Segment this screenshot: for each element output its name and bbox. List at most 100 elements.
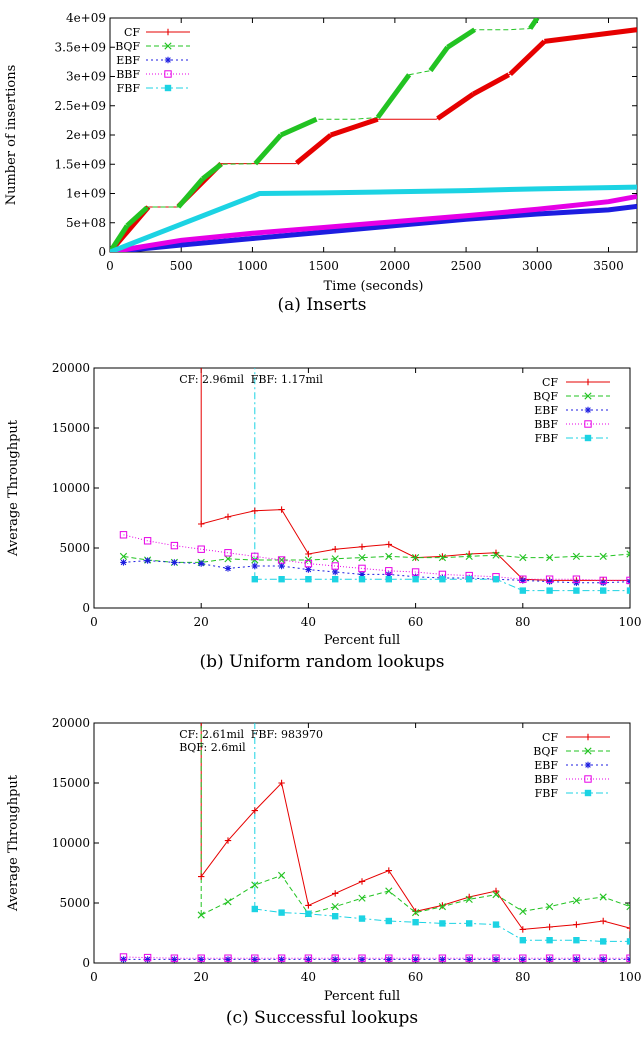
x-tick-label: 3000 [522,259,553,273]
panel-successful-lookups: 0 5000 10000 15000 20000 0 20 40 60 80 100 Percent … [6,716,641,1028]
point-ebf [332,568,339,576]
x-tick-label: 500 [170,259,193,273]
point-fbf [332,913,339,920]
y-axis-label: Average Throughput [6,419,21,557]
legend-marker [584,392,592,400]
point-ebf [519,956,526,963]
point-ebf [198,956,205,963]
point-ebf [278,562,285,570]
point-fbf [251,905,258,913]
legend-marker [584,761,592,769]
point-bbf [358,564,366,573]
y-tick-label: 0 [82,601,90,615]
legend-label: EBF [534,759,558,772]
series-line-fbf [254,578,630,592]
point-bqf [331,903,339,911]
point-bqf [572,552,580,560]
point-bbf [411,568,420,576]
point-ebf [251,956,258,963]
point-bqf [251,881,259,889]
point-fbf [492,576,500,583]
series-rise-cf [472,72,511,97]
point-bqf [197,911,205,919]
x-tick-label: 0 [90,615,98,629]
x-tick-label: 2500 [451,259,482,273]
x-tick-label: 80 [515,615,530,629]
point-cf [385,867,392,874]
series-line-bqf [200,874,630,916]
point-cf [278,506,285,513]
point-cf [439,553,446,560]
point-cf [332,890,339,897]
plot-area [119,723,630,963]
point-ebf [120,956,127,963]
point-bbf [143,953,152,962]
point-bbf [251,954,259,962]
point-bqf [278,871,286,879]
series-line-ebf [110,203,637,252]
y-tick-label: 15000 [52,776,90,790]
legend-marker [584,789,592,797]
point-cf [626,925,630,932]
series-rise-bqf [446,27,476,50]
point-ebf [385,956,392,963]
point-fbf [332,576,339,583]
point-bbf [331,954,339,962]
point-bqf [278,556,286,564]
series-rise-bqf [253,133,283,166]
point-ebf [600,579,607,586]
spike-annotation: CF: 2.96mil [179,373,244,386]
point-fbf [519,937,526,944]
y-axis-label: Average Throughput [6,774,21,912]
point-cf [358,878,366,885]
series-line-cf [200,781,630,930]
point-bqf [224,555,232,563]
point-cf [251,507,258,514]
point-fbf [626,938,630,945]
y-tick-label: 2e+09 [66,128,106,142]
point-bbf [385,954,393,962]
legend-label: CF [542,731,558,744]
panel-caption: (b) Uniform random lookups [199,652,444,672]
point-fbf [546,587,553,594]
x-tick-label: 0 [90,970,98,984]
legend-marker [164,70,172,78]
point-bbf [251,552,259,561]
point-bqf [546,903,554,911]
point-bbf [304,954,313,962]
point-cf [492,887,500,895]
point-bbf [197,954,205,962]
y-tick-label: 20000 [52,361,90,375]
series-rise-cf [329,116,379,138]
point-bbf [465,954,473,962]
point-cf [305,550,312,558]
series-rise-bqf [125,205,149,228]
x-tick-label: 100 [619,615,642,629]
point-ebf [224,956,232,963]
point-ebf [519,577,526,584]
point-fbf [439,920,446,927]
point-cf [224,837,232,844]
y-tick-label: 10000 [52,481,90,495]
point-bbf [626,954,630,962]
point-ebf [492,956,500,963]
y-tick-label: 1e+09 [66,187,106,201]
spike-annotation: FBF: 1.17mil [251,373,324,386]
point-ebf [573,956,580,963]
legend-label: BBF [534,773,558,786]
point-fbf [358,576,366,583]
panel-caption: (c) Successful lookups [226,1008,418,1028]
point-ebf [439,956,446,963]
legend-marker [164,28,172,36]
panel-caption: (a) Inserts [278,295,367,315]
point-bbf [545,954,554,962]
y-tick-label: 10000 [52,836,90,850]
point-bbf [358,954,366,962]
point-ebf [224,565,232,572]
legend-marker [164,42,172,50]
point-bbf [304,559,313,568]
point-ebf [198,560,205,567]
point-bqf [465,552,473,560]
series-rise-bqf [428,45,450,73]
point-cf [198,873,205,880]
